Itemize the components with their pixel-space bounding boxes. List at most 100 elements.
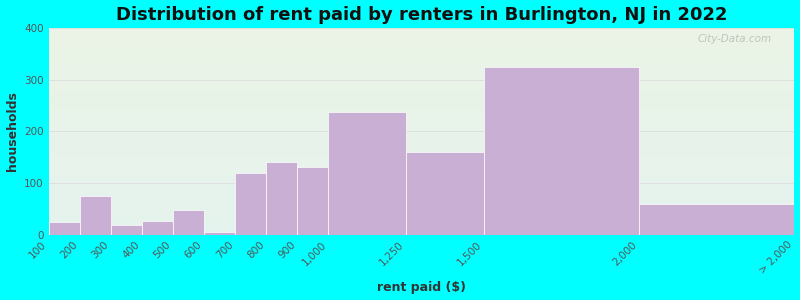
Bar xyxy=(49,122,794,123)
Bar xyxy=(49,118,794,119)
Bar xyxy=(49,72,794,74)
Bar xyxy=(49,161,794,162)
Bar xyxy=(49,112,794,114)
Bar xyxy=(49,107,794,109)
Bar xyxy=(49,127,794,128)
Bar xyxy=(49,84,794,85)
Bar xyxy=(49,167,794,169)
Bar xyxy=(49,212,794,213)
Bar xyxy=(49,86,794,87)
Bar xyxy=(49,144,794,145)
Bar xyxy=(49,36,794,37)
Bar xyxy=(49,41,794,42)
Bar xyxy=(49,224,794,225)
Bar xyxy=(49,177,794,178)
Bar xyxy=(49,207,794,208)
Bar xyxy=(49,65,794,66)
Bar xyxy=(49,42,794,44)
Bar xyxy=(49,230,794,232)
Bar xyxy=(49,55,794,56)
Bar xyxy=(49,115,794,116)
Bar xyxy=(406,152,484,235)
Bar xyxy=(49,99,794,100)
Bar xyxy=(49,116,794,117)
Bar xyxy=(49,64,794,65)
Bar xyxy=(49,88,794,89)
Bar xyxy=(49,56,794,57)
Bar xyxy=(49,93,794,94)
Bar xyxy=(49,40,794,41)
Bar xyxy=(49,209,794,210)
Bar xyxy=(49,49,794,50)
Bar xyxy=(49,175,794,176)
Bar xyxy=(49,91,794,92)
Bar xyxy=(49,90,794,91)
Bar xyxy=(49,152,794,153)
Bar xyxy=(49,169,794,170)
Bar xyxy=(49,121,794,122)
Bar xyxy=(49,101,794,102)
Bar xyxy=(49,110,794,111)
Bar xyxy=(49,218,794,219)
Bar xyxy=(49,68,794,69)
Bar xyxy=(49,131,794,132)
Bar xyxy=(49,192,794,193)
Bar xyxy=(49,59,794,60)
Bar xyxy=(49,176,794,177)
Bar xyxy=(49,130,794,131)
Bar xyxy=(49,174,794,175)
Bar xyxy=(49,202,794,203)
Bar xyxy=(49,44,794,46)
Bar xyxy=(49,67,794,68)
Bar xyxy=(266,162,298,235)
Bar xyxy=(49,154,794,155)
Bar xyxy=(49,94,794,95)
Bar xyxy=(49,136,794,137)
Bar xyxy=(49,105,794,106)
Bar xyxy=(49,213,794,214)
Bar xyxy=(484,67,639,235)
Bar xyxy=(49,123,794,124)
Bar xyxy=(173,210,204,235)
Bar xyxy=(49,158,794,159)
Bar xyxy=(49,139,794,140)
Bar xyxy=(142,221,173,235)
Bar xyxy=(49,52,794,53)
Bar xyxy=(49,140,794,141)
Bar xyxy=(49,160,794,161)
Bar xyxy=(49,222,80,235)
Bar xyxy=(80,196,110,235)
Bar xyxy=(49,35,794,36)
Bar xyxy=(49,182,794,183)
Bar xyxy=(49,96,794,97)
Bar xyxy=(49,145,794,146)
Y-axis label: households: households xyxy=(6,91,18,171)
Bar xyxy=(49,135,794,136)
Bar xyxy=(204,232,235,235)
Bar xyxy=(49,31,794,32)
Bar xyxy=(49,62,794,63)
Bar xyxy=(49,29,794,30)
Bar xyxy=(49,47,794,49)
Bar xyxy=(49,162,794,163)
Bar xyxy=(49,69,794,70)
Bar xyxy=(49,117,794,118)
Bar xyxy=(49,95,794,96)
Bar xyxy=(49,51,794,52)
Bar xyxy=(49,190,794,191)
Bar xyxy=(49,114,794,115)
Bar xyxy=(235,172,266,235)
Bar xyxy=(49,153,794,154)
Bar xyxy=(49,184,794,185)
Bar xyxy=(298,167,328,235)
Bar xyxy=(49,205,794,206)
Bar xyxy=(49,119,794,120)
Bar xyxy=(49,227,794,228)
Bar xyxy=(49,87,794,88)
Bar xyxy=(49,178,794,179)
Bar xyxy=(49,151,794,152)
Bar xyxy=(49,200,794,202)
Bar xyxy=(49,164,794,165)
Bar xyxy=(49,77,794,79)
Text: City-Data.com: City-Data.com xyxy=(698,34,772,44)
